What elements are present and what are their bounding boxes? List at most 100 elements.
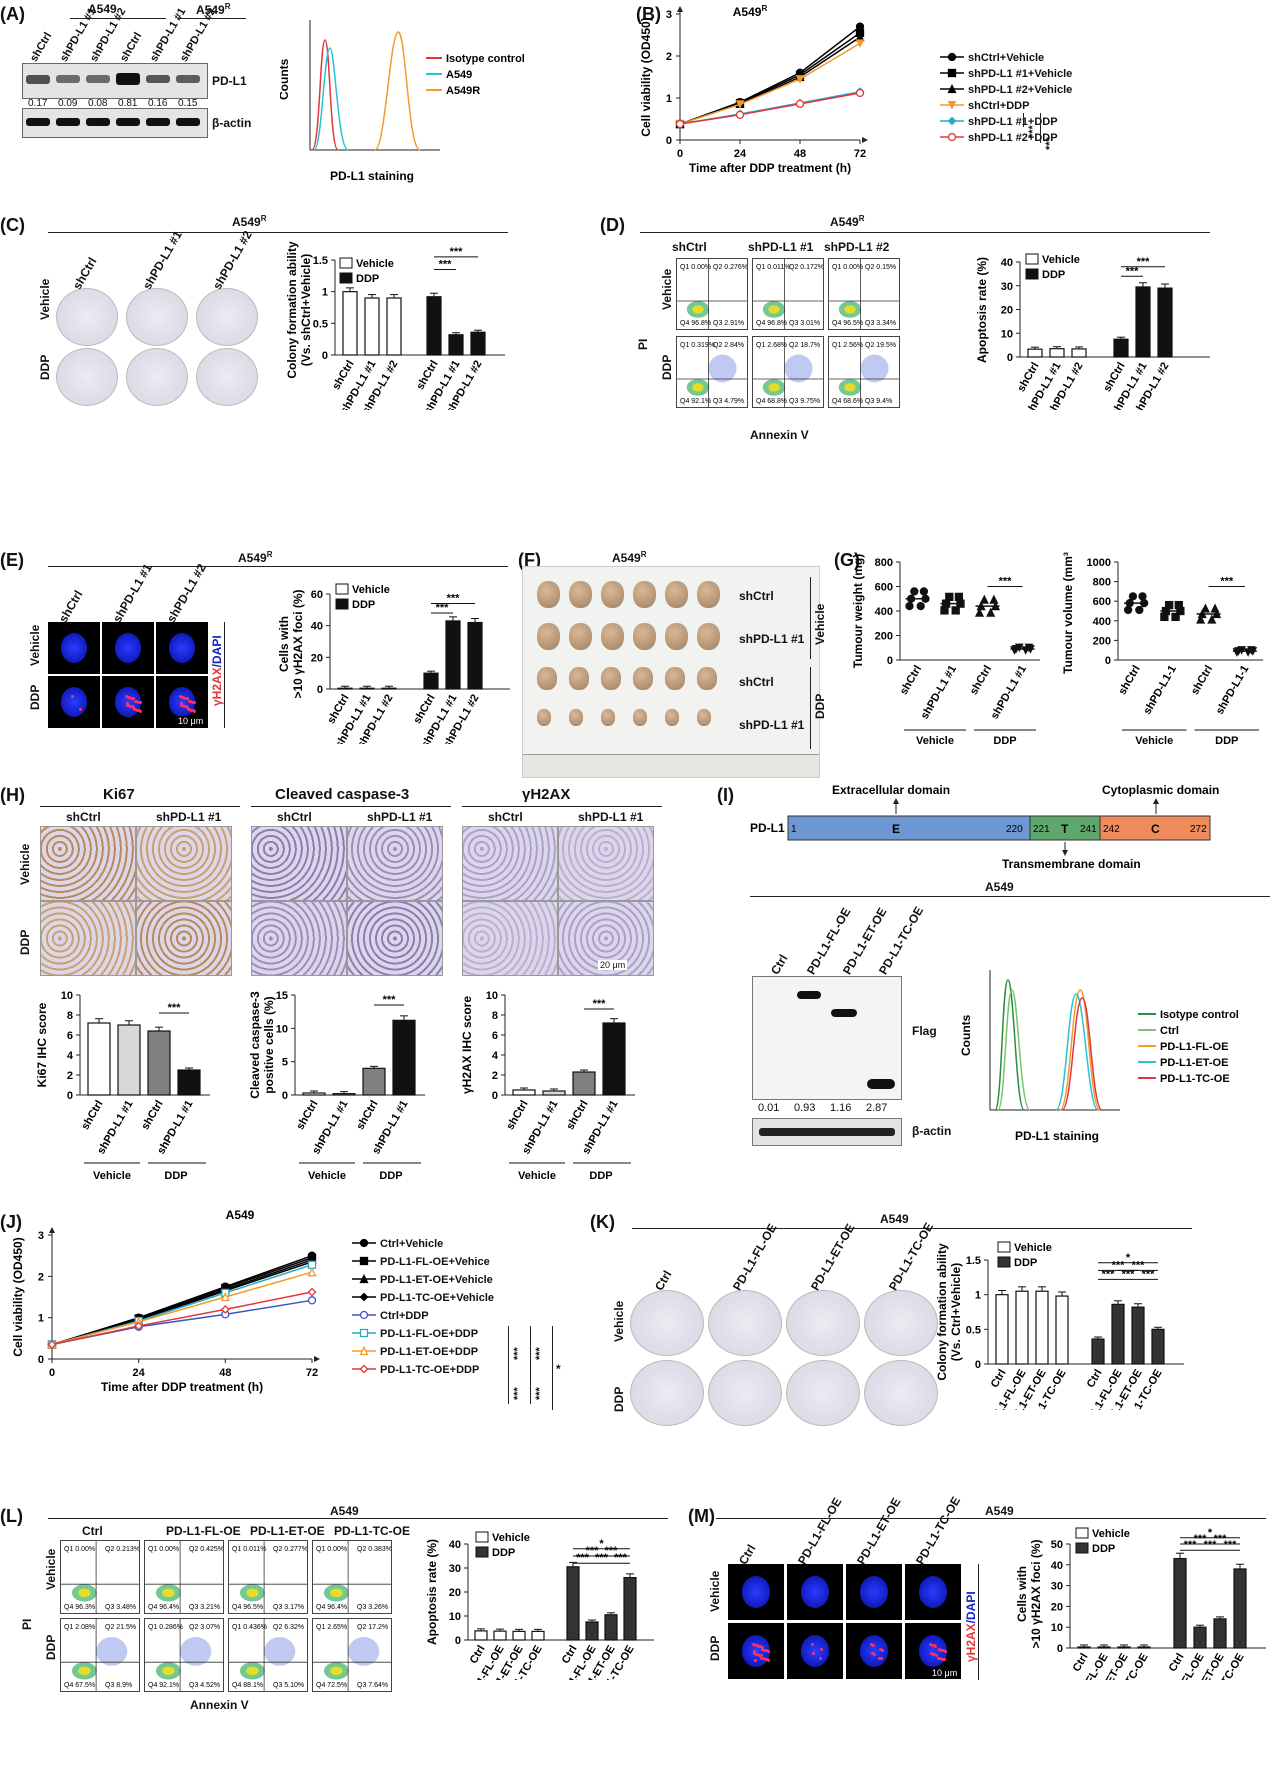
tumour <box>697 581 721 608</box>
ihc-col: shCtrl <box>277 810 312 824</box>
quadrant-label: Q3 5.10% <box>273 1682 304 1689</box>
sig: *** <box>450 246 464 258</box>
y-tick: 30 <box>1051 1581 1063 1593</box>
foci <box>187 699 191 703</box>
tumour <box>537 667 557 690</box>
foci <box>189 700 193 704</box>
svg-text:800: 800 <box>1093 577 1111 589</box>
quadrant-label: Q3 9.4% <box>865 398 892 405</box>
svg-text:242: 242 <box>1103 824 1120 835</box>
isotype-curve <box>311 39 339 151</box>
x-category: shCtrl <box>1189 664 1215 698</box>
x-category: Ctrl <box>1071 1652 1091 1674</box>
stain-label: γH2AX/DAPI <box>210 635 224 706</box>
y-tick: 0 <box>975 1359 981 1371</box>
y-label: (Vs. Ctrl+Vehicle) <box>949 1263 963 1361</box>
row-ddp: DDP <box>28 684 42 710</box>
foci <box>872 1652 876 1656</box>
panel-a-histogram: Counts PD-L1 staining Isotype control A5… <box>280 20 525 183</box>
colony-dish <box>126 288 188 346</box>
foci <box>763 1657 767 1661</box>
y-tick: 1 <box>975 1290 981 1302</box>
tumour-row-label: shPD-L1 #1 <box>739 718 805 732</box>
e-title: A549R <box>238 550 273 565</box>
tumour-row-label: shPD-L1 #1 <box>739 632 805 646</box>
bracket <box>508 1326 509 1370</box>
cytoplasmic-domain <box>1099 815 1211 841</box>
quadrant-label: Q4 96.5% <box>832 320 863 327</box>
y-label: γH2AX IHC score <box>460 996 474 1094</box>
nucleus-image <box>905 1564 961 1620</box>
svg-text:0: 0 <box>887 655 893 667</box>
x-category: shCtrl <box>79 1099 105 1133</box>
quadrant-label: Q3 4.52% <box>189 1682 220 1689</box>
tumour <box>601 623 625 650</box>
y-tick: 1.5 <box>313 255 328 267</box>
flow-plot: Q1 2.65% Q2 17.2% Q4 72.5% Q3 7.64% <box>312 1618 392 1692</box>
quadrant-label: Q4 96.8% <box>680 320 711 327</box>
bar <box>493 1630 507 1641</box>
bar <box>1135 286 1151 358</box>
nucleus <box>169 687 197 717</box>
tumour <box>601 709 616 726</box>
x-tick: 24 <box>133 1367 146 1379</box>
colony-dish <box>864 1290 938 1356</box>
legend-item: shCtrl+Vehicle <box>940 48 1044 64</box>
tumour <box>665 581 689 608</box>
bar <box>342 291 358 356</box>
quant-a: 0.08 <box>88 98 108 109</box>
row-vehicle: Vehicle <box>38 278 52 320</box>
legend-i: Ctrl <box>1160 1025 1179 1037</box>
colony-dish <box>630 1360 704 1426</box>
nucleus <box>61 687 87 717</box>
hist-a-ylabel: Counts <box>280 58 291 100</box>
legend-label: Ctrl+DDP <box>380 1310 429 1322</box>
f-vehicle: Vehicle <box>813 603 827 645</box>
y-tick: 20 <box>1051 1601 1063 1613</box>
row-vehicle: Vehicle <box>612 1300 626 1342</box>
sig-j: *** <box>534 1387 546 1400</box>
sig: * <box>599 1538 604 1550</box>
nucleus <box>169 633 195 663</box>
nucleus <box>61 633 87 663</box>
panel-label-l: (L) <box>0 1506 23 1526</box>
i-bactin-blot <box>752 1118 902 1146</box>
y-tick: 0 <box>1057 1643 1063 1655</box>
panel-label-m: (M) <box>688 1506 715 1526</box>
svg-text:DDP: DDP <box>1215 735 1238 747</box>
y-tick: 40 <box>449 1539 461 1551</box>
quadrant-label: Q1 0.00% <box>64 1546 95 1553</box>
foci <box>181 704 185 708</box>
bar <box>1077 1646 1091 1649</box>
chart-j: 0 1 2 3 0 24 48 72 Time after DDP treatment (h) C… <box>11 1208 320 1394</box>
y-tick: 0 <box>317 684 323 696</box>
bar <box>426 296 442 356</box>
ihc-image <box>136 826 232 901</box>
quadrant-label: Q2 2.84% <box>713 342 744 349</box>
quadrant-label: Q3 9.75% <box>789 398 820 405</box>
quadrant-label: Q3 4.79% <box>713 398 744 405</box>
sig-j-star: * <box>556 1362 561 1376</box>
y-tick: 4 <box>67 1050 74 1062</box>
foci <box>135 700 139 704</box>
sig: *** <box>1214 1533 1228 1545</box>
foci <box>766 1649 770 1653</box>
nucleus-image <box>787 1623 843 1679</box>
a549-header: A549 <box>88 2 117 16</box>
c-title: A549R <box>232 214 267 229</box>
dish-col-label: shCtrl <box>70 254 100 292</box>
foci <box>755 1644 759 1648</box>
i-quant: 2.87 <box>866 1102 888 1114</box>
foci <box>752 1643 755 1647</box>
legend-label: PD-L1-FL-OE+DDP <box>380 1328 479 1340</box>
panel-label-i: (I) <box>717 785 734 805</box>
bactin-band <box>26 118 50 126</box>
svg-text:221: 221 <box>1033 824 1050 835</box>
pdl1-band <box>56 75 80 83</box>
legend-a549: A549 <box>446 69 472 81</box>
foci <box>941 1649 945 1653</box>
foci <box>132 707 136 711</box>
series-shPD-L1 #1+DDP <box>675 87 865 129</box>
quadrant-label: Q2 3.07% <box>189 1624 220 1631</box>
